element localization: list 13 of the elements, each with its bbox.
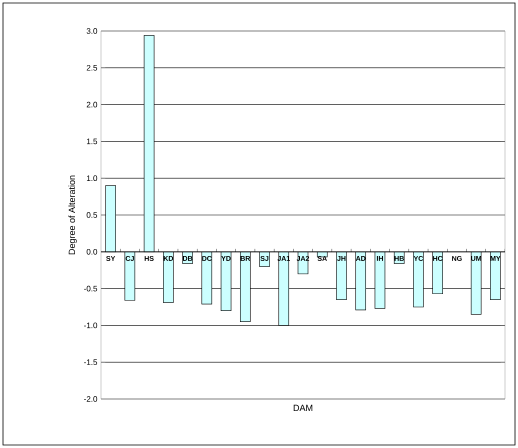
y-tick-label: 1.5 <box>86 138 98 144</box>
y-tick-label: 3.0 <box>86 28 98 34</box>
y-tick-label: -1.0 <box>84 322 98 328</box>
y-tick-label: -1.5 <box>84 359 98 365</box>
y-tick-label: -2.0 <box>84 396 98 402</box>
y-tick-label: 1.0 <box>86 175 98 182</box>
x-axis-title: DAM <box>294 404 312 411</box>
y-tick-label: 2.0 <box>86 102 98 108</box>
y-tick-label: 2.5 <box>86 64 98 71</box>
y-tick-label: 0.0 <box>86 248 98 255</box>
y-axis-title: Degree of Alteration <box>68 176 77 254</box>
y-tick-label: 0.5 <box>86 212 98 218</box>
y-tick-label: -0.5 <box>84 286 98 292</box>
